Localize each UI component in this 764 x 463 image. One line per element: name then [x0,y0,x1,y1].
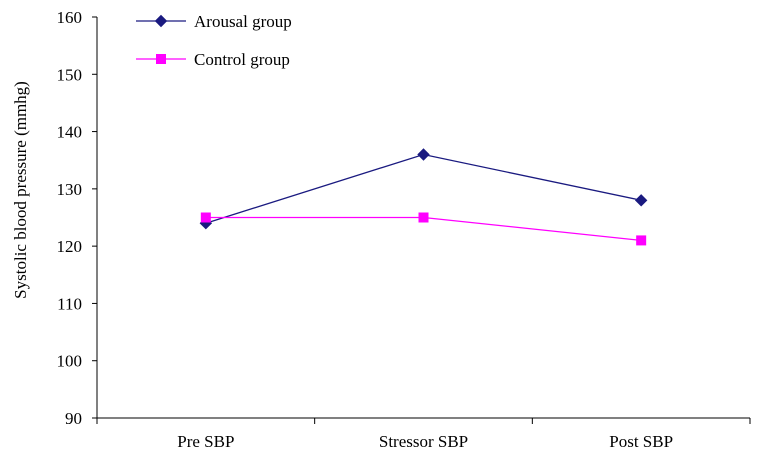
legend-label: Arousal group [194,12,292,31]
y-axis-ticks: 90 100 110 120 130 140 150 160 [57,8,97,428]
y-tick-label: 120 [57,237,83,256]
data-point [200,212,211,223]
y-tick-label: 160 [57,8,83,27]
x-tick-label: Stressor SBP [379,432,468,451]
data-point [634,194,648,207]
legend: Arousal group Control group [136,12,292,69]
data-point [417,148,430,161]
legend-marker [156,54,166,64]
y-tick-label: 110 [57,294,82,313]
legend-marker [154,14,168,28]
y-tick-label: 90 [65,409,82,428]
y-tick-label: 150 [57,65,83,84]
series-control-group [200,212,647,246]
y-tick-label: 140 [57,123,83,142]
x-tick-label: Post SBP [609,432,673,451]
legend-label: Control group [194,50,290,69]
y-tick-label: 100 [57,352,83,371]
axes [96,17,750,419]
y-tick-label: 130 [57,180,83,199]
x-axis-ticks: Pre SBP Stressor SBP Post SBP [96,418,751,451]
data-point [418,212,429,223]
series-layer [199,148,648,246]
y-axis-title: Systolic blood pressure (mmhg) [11,81,30,299]
x-tick-label: Pre SBP [177,432,234,451]
data-point [636,235,647,246]
